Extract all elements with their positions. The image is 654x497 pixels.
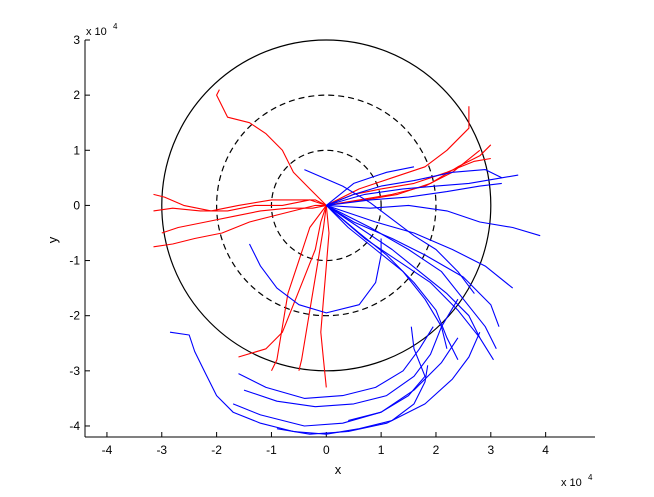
x-axis-scale-factor: x 10 4 <box>561 473 593 489</box>
x-tick-label: -1 <box>266 443 277 457</box>
blue-trajectory-line <box>276 331 481 435</box>
red-trajectory-line <box>320 205 330 388</box>
blue-trajectory-line <box>326 182 502 206</box>
y-tick-labels: -4 -3 -2 -1 0 1 2 3 <box>69 33 80 433</box>
blue-trajectory-line <box>169 331 429 435</box>
blue-trajectory-line <box>325 205 448 349</box>
blue-trajectory-line <box>326 204 514 289</box>
x-tick-label: -3 <box>156 443 167 457</box>
red-trajectory-line <box>326 144 492 206</box>
red-trajectory-line <box>326 149 481 206</box>
y-tick-label: 1 <box>73 143 80 157</box>
y-scale-exponent: 4 <box>113 22 118 31</box>
red-trajectory-line <box>238 205 327 358</box>
x-tick-label: 3 <box>487 443 494 457</box>
y-axis-scale-factor: x 10 4 <box>86 22 118 38</box>
data-series <box>153 89 541 435</box>
y-tick-label: -3 <box>69 364 80 378</box>
red-trajectory-line <box>326 106 470 206</box>
blue-trajectory-line <box>326 204 541 237</box>
blue-trajectory-line <box>243 298 459 408</box>
blue-trajectory-line <box>249 238 382 314</box>
blue-trajectory-line <box>325 204 481 339</box>
y-tick-label: -2 <box>69 309 80 323</box>
blue-trajectory-line <box>325 204 459 361</box>
y-tick-label: 2 <box>73 88 80 102</box>
blue-trajectory-line <box>325 166 415 206</box>
red-trajectory-line <box>161 204 327 234</box>
blue-trajectory-line <box>232 337 459 427</box>
red-trajectory-line <box>271 205 327 372</box>
x-tick-label: -2 <box>211 443 222 457</box>
x-axis-label: x <box>335 462 342 477</box>
blue-trajectory-line <box>326 204 500 327</box>
red-trajectory-line <box>153 199 327 212</box>
x-tick-label: -4 <box>102 443 113 457</box>
x-scale-base: x 10 <box>561 477 582 489</box>
red-trajectory-line <box>216 89 327 206</box>
x-tick-label: 0 <box>323 443 330 457</box>
x-scale-exponent: 4 <box>588 473 593 482</box>
blue-trajectory-line <box>326 169 503 206</box>
y-scale-base: x 10 <box>86 26 107 38</box>
blue-trajectory-line <box>348 326 426 422</box>
x-tick-label: 4 <box>542 443 549 457</box>
x-tick-label: 1 <box>378 443 385 457</box>
blue-trajectory-line <box>326 174 519 206</box>
blue-trajectory-line <box>326 204 497 350</box>
middle-circle <box>216 94 437 317</box>
y-tick-marks <box>85 39 90 427</box>
y-tick-label: 3 <box>73 33 80 47</box>
y-tick-label: -4 <box>69 419 80 433</box>
outer-circle <box>161 39 492 372</box>
y-axis-label: y <box>45 236 60 243</box>
y-tick-label: 0 <box>73 198 80 212</box>
red-trajectory-line <box>298 205 327 371</box>
x-tick-label: 2 <box>433 443 440 457</box>
red-trajectory-line <box>153 204 327 248</box>
blue-trajectory-line <box>325 204 494 361</box>
blue-trajectory-line <box>238 326 434 399</box>
x-tick-labels: -4 -3 -2 -1 0 1 2 3 4 <box>102 443 550 457</box>
blue-trajectory-line <box>304 169 475 294</box>
y-tick-label: -1 <box>69 254 80 268</box>
red-trajectory-line <box>153 193 327 212</box>
